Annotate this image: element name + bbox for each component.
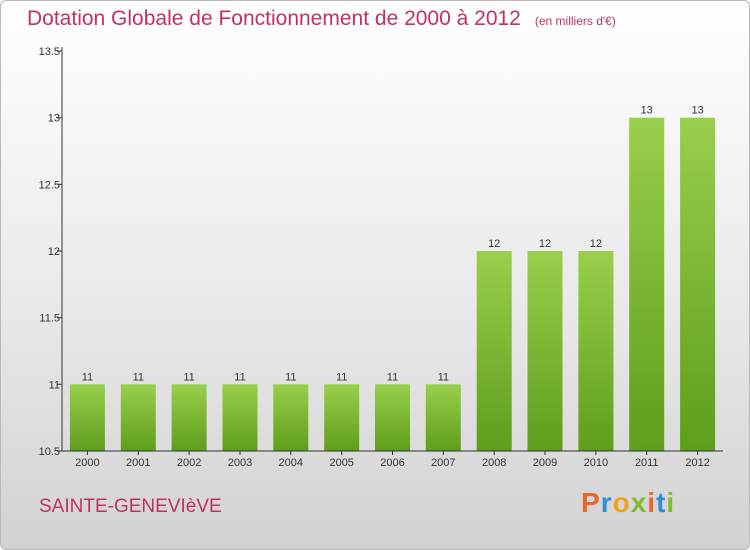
value-label-2003: 11 xyxy=(234,371,245,383)
y-tick-label-11.5: 11.5 xyxy=(39,313,60,325)
x-tick-label-2010: 2010 xyxy=(584,457,608,469)
chart-title-text: Dotation Globale de Fonctionnement de 20… xyxy=(27,7,521,30)
x-tick-label-2000: 2000 xyxy=(75,457,99,469)
bar-2009 xyxy=(527,251,563,451)
value-label-2006: 11 xyxy=(387,371,398,383)
x-tick-label-2007: 2007 xyxy=(431,457,455,469)
bar-2001 xyxy=(120,384,156,451)
value-label-2009: 12 xyxy=(539,238,551,250)
value-label-2001: 11 xyxy=(133,371,144,383)
bar-2007 xyxy=(425,384,461,451)
y-tick-label-13: 13 xyxy=(48,113,60,125)
x-tick-label-2001: 2001 xyxy=(126,457,150,469)
bar-2000 xyxy=(69,384,105,451)
bar-2004 xyxy=(273,384,309,451)
logo-letter: t xyxy=(656,487,667,518)
x-tick-label-2008: 2008 xyxy=(482,457,506,469)
value-label-2008: 12 xyxy=(488,238,500,250)
value-label-2007: 11 xyxy=(438,371,449,383)
bar-2002 xyxy=(171,384,207,451)
bar-2008 xyxy=(476,251,512,451)
bar-2012 xyxy=(680,117,716,451)
chart-title: Dotation Globale de Fonctionnement de 20… xyxy=(27,7,616,31)
x-tick-label-2012: 2012 xyxy=(685,457,709,469)
bar-2006 xyxy=(375,384,410,451)
value-label-2011: 13 xyxy=(641,105,653,117)
bar-2005 xyxy=(324,384,360,451)
logo-letter: o xyxy=(612,487,631,518)
x-tick-label-2009: 2009 xyxy=(533,457,557,469)
commune-name: SAINTE-GENEVIèVE xyxy=(39,496,222,517)
x-tick-label-2011: 2011 xyxy=(635,457,659,469)
bar-2011 xyxy=(629,117,665,451)
x-tick-label-2005: 2005 xyxy=(329,457,353,469)
y-tick-label-11: 11 xyxy=(49,379,60,391)
value-label-2004: 11 xyxy=(285,371,296,383)
value-label-2000: 11 xyxy=(82,371,93,383)
logo-letter: P xyxy=(581,487,601,518)
y-tick-label-13.5: 13.5 xyxy=(39,46,60,58)
x-tick-label-2002: 2002 xyxy=(177,457,201,469)
logo-letter: x xyxy=(630,487,648,518)
chart-unit: (en milliers d'€) xyxy=(534,14,616,28)
logo-letter: r xyxy=(600,487,613,518)
y-tick-label-12: 12 xyxy=(48,246,60,258)
logo-letter: i xyxy=(647,487,657,518)
proxiti-logo: Proxiti xyxy=(581,487,675,519)
x-tick-label-2006: 2006 xyxy=(380,457,404,469)
value-label-2010: 12 xyxy=(590,238,602,250)
x-tick-label-2004: 2004 xyxy=(279,457,303,469)
value-label-2002: 11 xyxy=(183,371,194,383)
logo-letter: i xyxy=(666,487,676,518)
bar-2010 xyxy=(578,251,614,451)
y-tick-label-10.5: 10.5 xyxy=(39,446,60,458)
value-label-2005: 11 xyxy=(336,371,347,383)
x-tick-label-2003: 2003 xyxy=(228,457,252,469)
value-label-2012: 13 xyxy=(691,105,703,117)
bar-2003 xyxy=(222,384,258,451)
y-tick-label-12.5: 12.5 xyxy=(39,179,60,191)
